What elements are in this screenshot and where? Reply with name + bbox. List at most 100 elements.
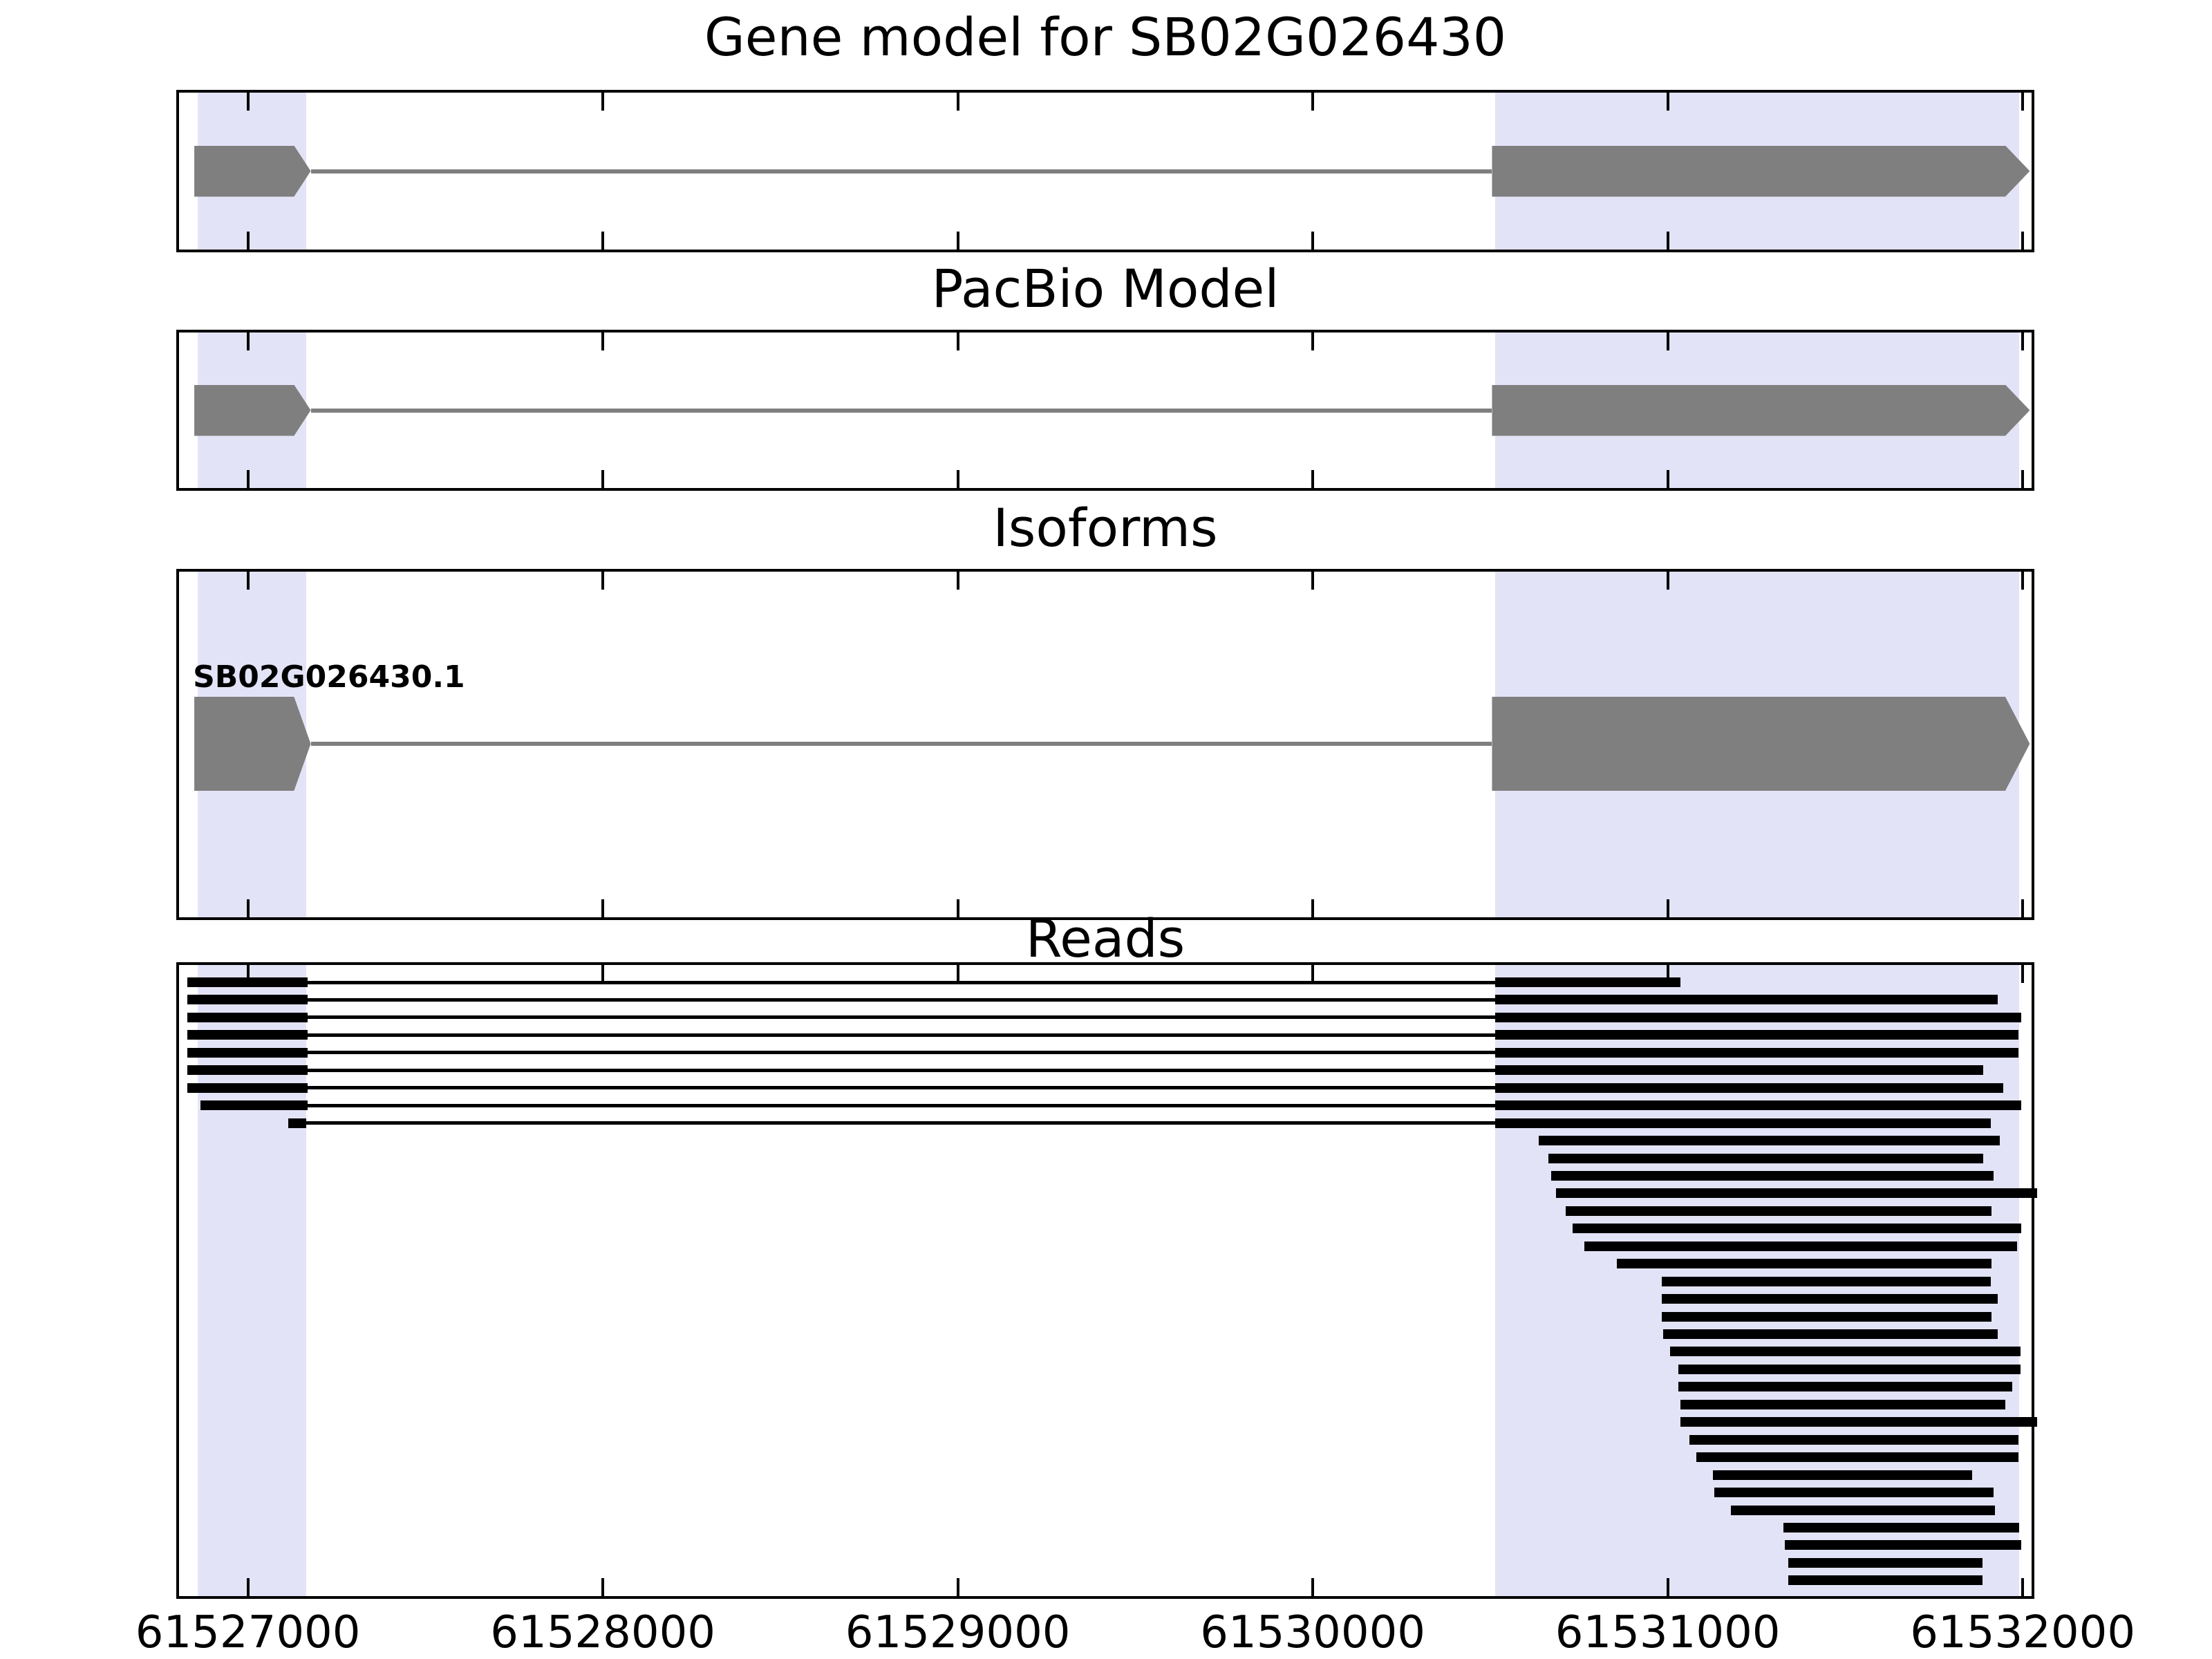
- read-exon-block: [187, 1065, 308, 1076]
- read-exon-block: [1689, 1434, 2018, 1445]
- axis-tick: [1666, 470, 1669, 488]
- axis-tick-label: 61527000: [135, 1607, 361, 1658]
- intron-line: [310, 742, 1492, 746]
- axis-tick: [246, 232, 250, 250]
- axis-tick-label: 61531000: [1555, 1607, 1781, 1658]
- read-exon-block: [187, 1012, 308, 1022]
- read-junction-line: [308, 1015, 1495, 1020]
- axis-tick-label: 61530000: [1200, 1607, 1426, 1658]
- read-exon-block: [1494, 1118, 1991, 1128]
- axis-tick: [601, 93, 605, 111]
- axis-tick: [2021, 470, 2025, 488]
- axis-tick: [2021, 332, 2025, 350]
- read-junction-line: [308, 980, 1495, 984]
- axis-tick: [601, 232, 605, 250]
- read-exon-block: [187, 977, 308, 987]
- read-junction-line: [308, 1103, 1495, 1107]
- axis-tick: [1311, 1578, 1315, 1596]
- axis-tick: [1666, 572, 1669, 590]
- read-exon-block: [1663, 1329, 1998, 1339]
- read-exon-block: [1494, 995, 1998, 1005]
- track-title-pacbio: PacBio Model: [931, 258, 1280, 319]
- axis-tick: [1666, 332, 1669, 350]
- read-junction-line: [308, 1086, 1495, 1090]
- read-junction-line: [306, 1121, 1495, 1125]
- read-exon-block: [1494, 1082, 2004, 1093]
- read-exon-block: [200, 1100, 308, 1111]
- read-exon-block: [1669, 1347, 2021, 1357]
- read-exon-block: [187, 995, 308, 1005]
- read-exon-block: [1566, 1206, 1992, 1216]
- axis-tick: [1311, 332, 1315, 350]
- read-exon-block: [1556, 1188, 2037, 1199]
- axis-tick: [246, 93, 250, 111]
- read-exon-block: [1680, 1399, 2005, 1409]
- axis-tick: [956, 470, 959, 488]
- read-exon-block: [1714, 1488, 1994, 1498]
- read-junction-line: [308, 1051, 1495, 1055]
- read-junction-line: [308, 1068, 1495, 1072]
- track-panel-reads: [176, 962, 2037, 1599]
- track-title-isoforms: Isoforms: [993, 497, 1218, 559]
- axis-tick: [1311, 93, 1315, 111]
- read-exon-block: [187, 1047, 308, 1058]
- exon-arrow: [194, 697, 311, 791]
- read-exon-block: [1494, 977, 1680, 987]
- read-exon-block: [1584, 1241, 2018, 1251]
- axis-tick: [1666, 232, 1669, 250]
- read-exon-block: [1548, 1153, 1984, 1163]
- read-exon-block: [1783, 1522, 2020, 1533]
- axis-tick-label: 61529000: [845, 1607, 1071, 1658]
- axis-tick: [956, 93, 959, 111]
- axis-tick: [601, 332, 605, 350]
- axis-tick: [2021, 899, 2025, 917]
- axis-tick: [246, 332, 250, 350]
- axis-tick: [2021, 232, 2025, 250]
- axis-tick-label: 61532000: [1910, 1607, 2136, 1658]
- read-exon-block: [1662, 1311, 1991, 1322]
- read-junction-line: [308, 1033, 1495, 1037]
- exon-arrow: [1492, 145, 2030, 197]
- read-exon-block: [1662, 1276, 1991, 1286]
- intron-line: [310, 408, 1492, 413]
- exon-arrow: [194, 145, 311, 197]
- axis-tick: [956, 965, 959, 983]
- exon-arrow: [194, 384, 311, 436]
- read-exon-block: [187, 1030, 308, 1040]
- read-exon-block: [1494, 1065, 1984, 1076]
- figure-title: Gene model for SB02G026430: [704, 6, 1507, 68]
- track-panel-pacbio-model: [176, 330, 2034, 491]
- axis-tick: [1311, 965, 1315, 983]
- read-exon-block: [1678, 1382, 2012, 1392]
- read-exon-block: [1494, 1100, 2021, 1111]
- axis-tick: [601, 572, 605, 590]
- axis-tick: [1666, 899, 1669, 917]
- axis-tick: [601, 965, 605, 983]
- track-panel-isoforms: SB02G026430.1: [176, 569, 2034, 920]
- read-exon-block: [187, 1082, 308, 1093]
- read-exon-block: [1539, 1136, 2000, 1146]
- track-panel-gene-model: [176, 90, 2034, 252]
- intron-line: [310, 169, 1492, 174]
- axis-tick: [1311, 899, 1315, 917]
- axis-tick: [2021, 1578, 2025, 1596]
- x-axis: 61527000 61528000 61529000 61530000 61531000…: [0, 1605, 2212, 1659]
- read-exon-block: [1678, 1364, 2021, 1374]
- read-exon-block: [1696, 1452, 2018, 1463]
- read-exon-block: [1713, 1470, 1972, 1480]
- axis-tick: [601, 1578, 605, 1596]
- axis-tick: [2021, 965, 2025, 983]
- exon-arrow: [1492, 697, 2030, 791]
- axis-tick: [246, 572, 250, 590]
- read-exon-block: [1550, 1170, 1994, 1181]
- read-exon-block: [1573, 1224, 2021, 1234]
- read-exon-block: [1788, 1557, 1983, 1568]
- read-exon-block: [288, 1118, 307, 1128]
- axis-tick: [1311, 572, 1315, 590]
- axis-tick: [1666, 965, 1669, 983]
- axis-tick: [246, 470, 250, 488]
- axis-tick: [2021, 93, 2025, 111]
- axis-tick: [246, 1578, 250, 1596]
- read-exon-block: [1785, 1540, 2022, 1550]
- read-exon-block: [1662, 1294, 1998, 1304]
